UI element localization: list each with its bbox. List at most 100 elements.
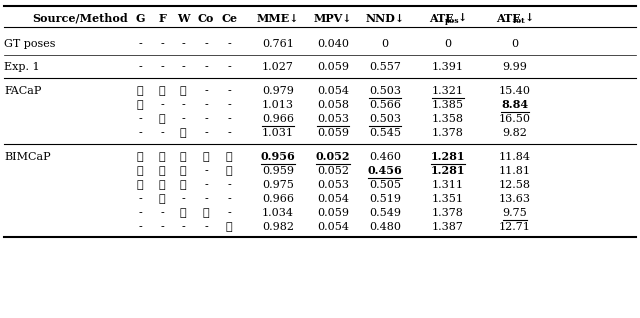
Text: 0.456: 0.456 <box>367 165 403 176</box>
Text: 1.351: 1.351 <box>432 194 464 204</box>
Text: -: - <box>227 208 231 218</box>
Text: ✓: ✓ <box>180 128 186 138</box>
Text: ✓: ✓ <box>137 100 143 110</box>
Text: -: - <box>181 62 185 72</box>
Text: -: - <box>227 39 231 49</box>
Text: NND↓: NND↓ <box>365 12 404 24</box>
Text: rot: rot <box>513 17 525 25</box>
Text: 0: 0 <box>381 39 388 49</box>
Text: 1.387: 1.387 <box>432 222 464 232</box>
Text: -: - <box>181 114 185 124</box>
Text: -: - <box>181 222 185 232</box>
Text: 0.058: 0.058 <box>317 100 349 110</box>
Text: BIMCaP: BIMCaP <box>4 152 51 162</box>
Text: 0.549: 0.549 <box>369 208 401 218</box>
Text: 0.054: 0.054 <box>317 222 349 232</box>
Text: 0.460: 0.460 <box>369 152 401 162</box>
Text: -: - <box>204 166 208 176</box>
Text: 0.052: 0.052 <box>317 166 349 176</box>
Text: Ce: Ce <box>221 12 237 24</box>
Text: 0: 0 <box>444 39 452 49</box>
Text: 0.545: 0.545 <box>369 128 401 138</box>
Text: 1.027: 1.027 <box>262 62 294 72</box>
Text: 9.99: 9.99 <box>502 62 527 72</box>
Text: -: - <box>138 114 142 124</box>
Text: MPV↓: MPV↓ <box>314 12 352 24</box>
Text: 1.321: 1.321 <box>432 86 464 96</box>
Text: ✓: ✓ <box>180 208 186 218</box>
Text: -: - <box>160 222 164 232</box>
Text: ↓: ↓ <box>524 12 534 24</box>
Text: 0.480: 0.480 <box>369 222 401 232</box>
Text: ✓: ✓ <box>180 152 186 162</box>
Text: 0.053: 0.053 <box>317 114 349 124</box>
Text: 0.505: 0.505 <box>369 180 401 190</box>
Text: 1.391: 1.391 <box>432 62 464 72</box>
Text: ✓: ✓ <box>180 180 186 190</box>
Text: -: - <box>181 100 185 110</box>
Text: ↓: ↓ <box>458 12 467 24</box>
Text: -: - <box>204 86 208 96</box>
Text: W: W <box>177 12 189 24</box>
Text: 0.966: 0.966 <box>262 114 294 124</box>
Text: 1.031: 1.031 <box>262 128 294 138</box>
Text: ✓: ✓ <box>137 166 143 176</box>
Text: Source/Method: Source/Method <box>32 12 128 24</box>
Text: -: - <box>227 180 231 190</box>
Text: 0.956: 0.956 <box>260 151 296 162</box>
Text: 1.013: 1.013 <box>262 100 294 110</box>
Text: 1.378: 1.378 <box>432 128 464 138</box>
Text: -: - <box>227 114 231 124</box>
Text: -: - <box>204 39 208 49</box>
Text: 0.052: 0.052 <box>316 151 350 162</box>
Text: Exp. 1: Exp. 1 <box>4 62 40 72</box>
Text: -: - <box>204 114 208 124</box>
Text: 0.966: 0.966 <box>262 194 294 204</box>
Text: -: - <box>181 194 185 204</box>
Text: -: - <box>204 128 208 138</box>
Text: 1.311: 1.311 <box>432 180 464 190</box>
Text: 0.054: 0.054 <box>317 194 349 204</box>
Text: ✓: ✓ <box>137 180 143 190</box>
Text: 0: 0 <box>511 39 518 49</box>
Text: ✓: ✓ <box>159 152 165 162</box>
Text: -: - <box>181 39 185 49</box>
Text: -: - <box>227 100 231 110</box>
Text: ✓: ✓ <box>159 180 165 190</box>
Text: 0.557: 0.557 <box>369 62 401 72</box>
Text: -: - <box>160 208 164 218</box>
Text: -: - <box>160 128 164 138</box>
Text: 13.63: 13.63 <box>499 194 531 204</box>
Text: 0.053: 0.053 <box>317 180 349 190</box>
Text: 0.519: 0.519 <box>369 194 401 204</box>
Text: ✓: ✓ <box>159 166 165 176</box>
Text: pos: pos <box>445 17 460 25</box>
Text: -: - <box>204 222 208 232</box>
Text: 1.281: 1.281 <box>431 165 465 176</box>
Text: ✓: ✓ <box>226 152 232 162</box>
Text: 11.84: 11.84 <box>499 152 531 162</box>
Text: G: G <box>135 12 145 24</box>
Text: ATE: ATE <box>495 12 520 24</box>
Text: ✓: ✓ <box>226 166 232 176</box>
Text: 0.059: 0.059 <box>317 128 349 138</box>
Text: -: - <box>204 180 208 190</box>
Text: -: - <box>138 128 142 138</box>
Text: -: - <box>160 100 164 110</box>
Text: 8.84: 8.84 <box>501 100 529 110</box>
Text: 9.75: 9.75 <box>502 208 527 218</box>
Text: -: - <box>138 222 142 232</box>
Text: ✓: ✓ <box>159 194 165 204</box>
Text: GT poses: GT poses <box>4 39 56 49</box>
Text: MME↓: MME↓ <box>257 12 300 24</box>
Text: Co: Co <box>198 12 214 24</box>
Text: 0.503: 0.503 <box>369 114 401 124</box>
Text: 1.358: 1.358 <box>432 114 464 124</box>
Text: -: - <box>160 39 164 49</box>
Text: F: F <box>158 12 166 24</box>
Text: ✓: ✓ <box>203 208 209 218</box>
Text: 0.054: 0.054 <box>317 86 349 96</box>
Text: -: - <box>204 62 208 72</box>
Text: FACaP: FACaP <box>4 86 42 96</box>
Text: 0.566: 0.566 <box>369 100 401 110</box>
